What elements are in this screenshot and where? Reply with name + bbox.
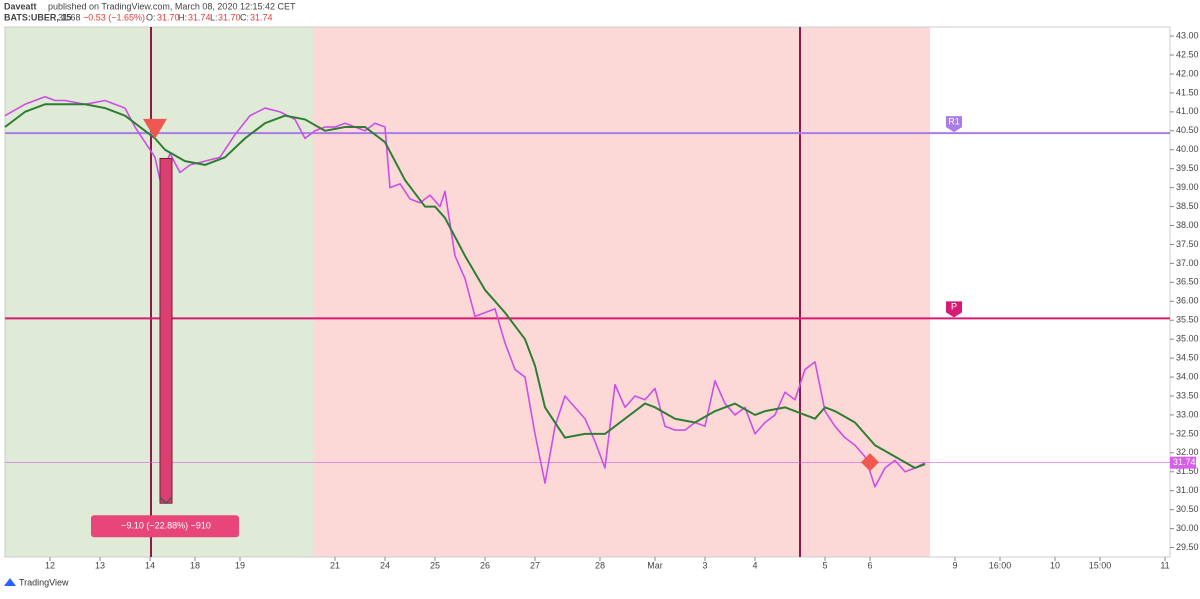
change: −0.53 (−1.65%): [83, 12, 145, 22]
x-tick-label: 21: [330, 560, 340, 570]
x-tick-label: 19: [235, 560, 245, 570]
x-tick-label: 18: [190, 560, 200, 570]
publisher: Daveatt: [4, 1, 37, 11]
y-tick-label: 30.00: [1176, 523, 1199, 533]
y-tick-label: 34.50: [1176, 352, 1199, 362]
symbol: BATS:UBER, 15: [4, 12, 71, 22]
x-tick-label: 28: [595, 560, 605, 570]
h-label: H:: [178, 12, 187, 22]
measure-label: −9.10 (−22.88%) −910: [121, 521, 211, 531]
x-tick-label: 11: [1160, 560, 1169, 570]
x-tick-label: 3: [702, 560, 707, 570]
c-label: C:: [240, 12, 249, 22]
level-tag: [946, 301, 962, 318]
measure-bar: [159, 157, 173, 504]
published: published on TradingView.com, March 08, …: [48, 1, 296, 11]
y-tick-label: 33.50: [1176, 390, 1199, 400]
logo: TradingView: [19, 577, 69, 587]
y-tick-label: 32.00: [1176, 447, 1199, 457]
y-tick-label: 32.50: [1176, 428, 1199, 438]
diamond-marker: [861, 453, 879, 472]
x-tick-label: 9: [952, 560, 957, 570]
session-shade: [5, 27, 313, 557]
x-tick-label: Mar: [647, 560, 663, 570]
x-tick-label: 24: [380, 560, 390, 570]
price: 31.68: [58, 12, 81, 22]
y-tick-label: 39.50: [1176, 163, 1199, 173]
l-label: L:: [210, 12, 218, 22]
y-tick-label: 29.50: [1176, 542, 1199, 552]
x-tick-label: 26: [480, 560, 490, 570]
close: 31.74: [250, 12, 273, 22]
x-tick-label: 5: [822, 560, 827, 570]
y-tick-label: 40.00: [1176, 144, 1199, 154]
x-tick-label: 16:00: [989, 560, 1012, 570]
x-tick-label: 6: [867, 560, 872, 570]
open: 31.70: [157, 12, 180, 22]
sell-marker: [143, 118, 167, 139]
y-tick-label: 31.50: [1176, 466, 1199, 476]
x-tick-label: 27: [530, 560, 540, 570]
measure-box: [91, 515, 239, 538]
x-tick-label: 10: [1050, 560, 1060, 570]
level-label: P: [951, 302, 957, 312]
x-tick-label: 14: [145, 560, 155, 570]
x-tick-label: 12: [45, 560, 55, 570]
y-tick-label: 35.00: [1176, 334, 1199, 344]
y-tick-label: 42.00: [1176, 68, 1199, 78]
y-tick-label: 34.00: [1176, 371, 1199, 381]
y-tick-label: 39.00: [1176, 182, 1199, 192]
y-tick-label: 40.50: [1176, 125, 1199, 135]
y-tick-label: 31.00: [1176, 485, 1199, 495]
low: 31.70: [218, 12, 241, 22]
y-tick-label: 37.00: [1176, 258, 1199, 268]
plot-border: [4, 26, 1171, 558]
y-tick-label: 36.00: [1176, 296, 1199, 306]
high: 31.74: [188, 12, 211, 22]
plot: 29.50 30.00 30.50 31.00 31.50 32.00 32.50 33.00…: [4, 26, 1199, 570]
y-tick-label: 42.50: [1176, 49, 1199, 59]
y-tick-label: 41.00: [1176, 106, 1199, 116]
o-label: O:: [146, 12, 156, 22]
y-tick-label: 35.50: [1176, 315, 1199, 325]
x-tick-label: 4: [752, 560, 757, 570]
legend-line: BATS:UBER, 15 31.68 −0.53 (−1.65%) O: 31…: [4, 12, 273, 22]
y-tick-label: 33.00: [1176, 409, 1199, 419]
y-tick-label: 30.50: [1176, 504, 1199, 514]
level-tag: [946, 116, 962, 133]
y-tick-label: 37.50: [1176, 239, 1199, 249]
y-tick-label: 38.50: [1176, 201, 1199, 211]
measure-arrow: [159, 496, 173, 505]
y-tick-label: 41.50: [1176, 87, 1199, 97]
x-tick-label: 13: [95, 560, 105, 570]
session-shade: [313, 27, 930, 557]
price-line: [4, 95, 926, 488]
x-tick-label: 15:00: [1089, 560, 1112, 570]
y-tick-label: 38.00: [1176, 220, 1199, 230]
y-tick-label: 36.50: [1176, 277, 1199, 287]
last-price-label: 31.74: [1173, 457, 1196, 467]
level-label: R1: [948, 116, 960, 126]
last-price-box: [1170, 456, 1196, 469]
logo-icon: [4, 578, 16, 586]
y-tick-label: 43.00: [1176, 30, 1199, 40]
moving-average: [4, 103, 926, 469]
x-tick-label: 25: [430, 560, 440, 570]
